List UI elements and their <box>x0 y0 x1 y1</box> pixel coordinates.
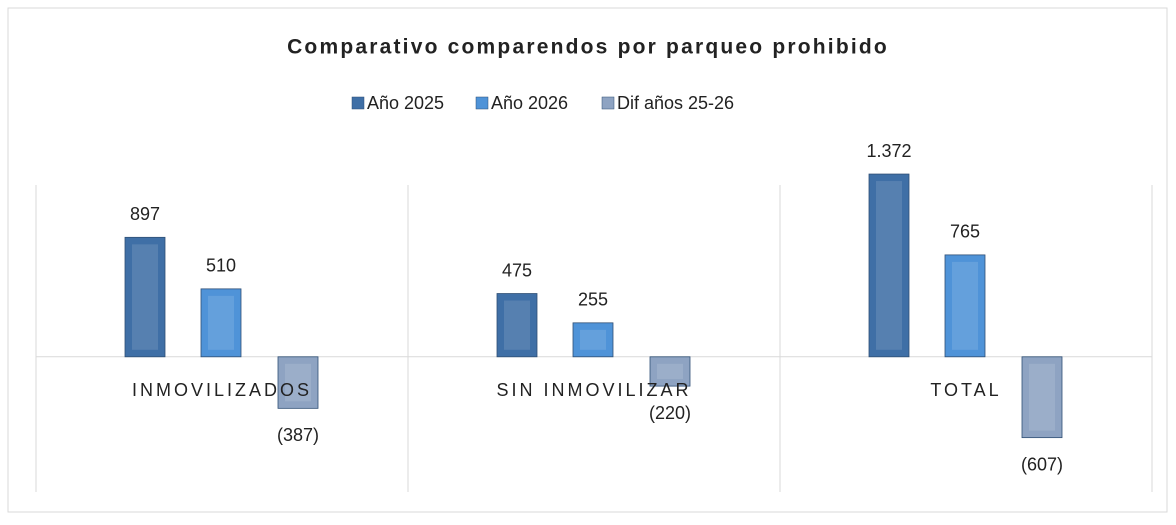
legend-label: Dif años 25-26 <box>617 93 734 113</box>
bar-highlight <box>285 363 311 402</box>
legend-swatch <box>475 96 489 110</box>
data-label: (607) <box>1021 454 1063 474</box>
bar-highlight <box>132 244 158 350</box>
x-tick-label: SIN INMOVILIZAR <box>496 380 691 400</box>
bar <box>944 254 986 358</box>
bar <box>124 236 166 358</box>
data-label: 765 <box>950 222 980 242</box>
x-tick-label: INMOVILIZADOS <box>132 380 312 400</box>
chart-title: Comparativo comparendos por parqueo proh… <box>287 36 889 59</box>
x-tick-label: TOTAL <box>930 380 1001 400</box>
bar <box>1021 356 1063 439</box>
legend-label: Año 2026 <box>491 93 568 113</box>
legend-swatch <box>601 96 615 110</box>
data-label: 510 <box>206 256 236 276</box>
bar-highlight <box>657 363 683 380</box>
legend-swatch <box>351 96 365 110</box>
bar <box>649 356 691 387</box>
bar <box>277 356 319 409</box>
legend-label: Año 2025 <box>367 93 444 113</box>
data-label: 897 <box>130 204 160 224</box>
bar-highlight <box>876 181 902 350</box>
bar-highlight <box>952 261 978 350</box>
bar <box>200 288 242 358</box>
bar-highlight <box>504 300 530 350</box>
bar-highlight <box>580 329 606 350</box>
chart-border <box>7 7 1168 513</box>
bar <box>868 173 910 358</box>
data-label: (220) <box>649 403 691 423</box>
bar <box>496 293 538 358</box>
bar-highlight <box>208 295 234 350</box>
data-label: 1.372 <box>866 141 911 161</box>
bar <box>572 322 614 358</box>
bar-highlight <box>1029 363 1055 431</box>
data-label: 475 <box>502 260 532 280</box>
data-label: 255 <box>578 290 608 310</box>
data-label: (387) <box>277 425 319 445</box>
